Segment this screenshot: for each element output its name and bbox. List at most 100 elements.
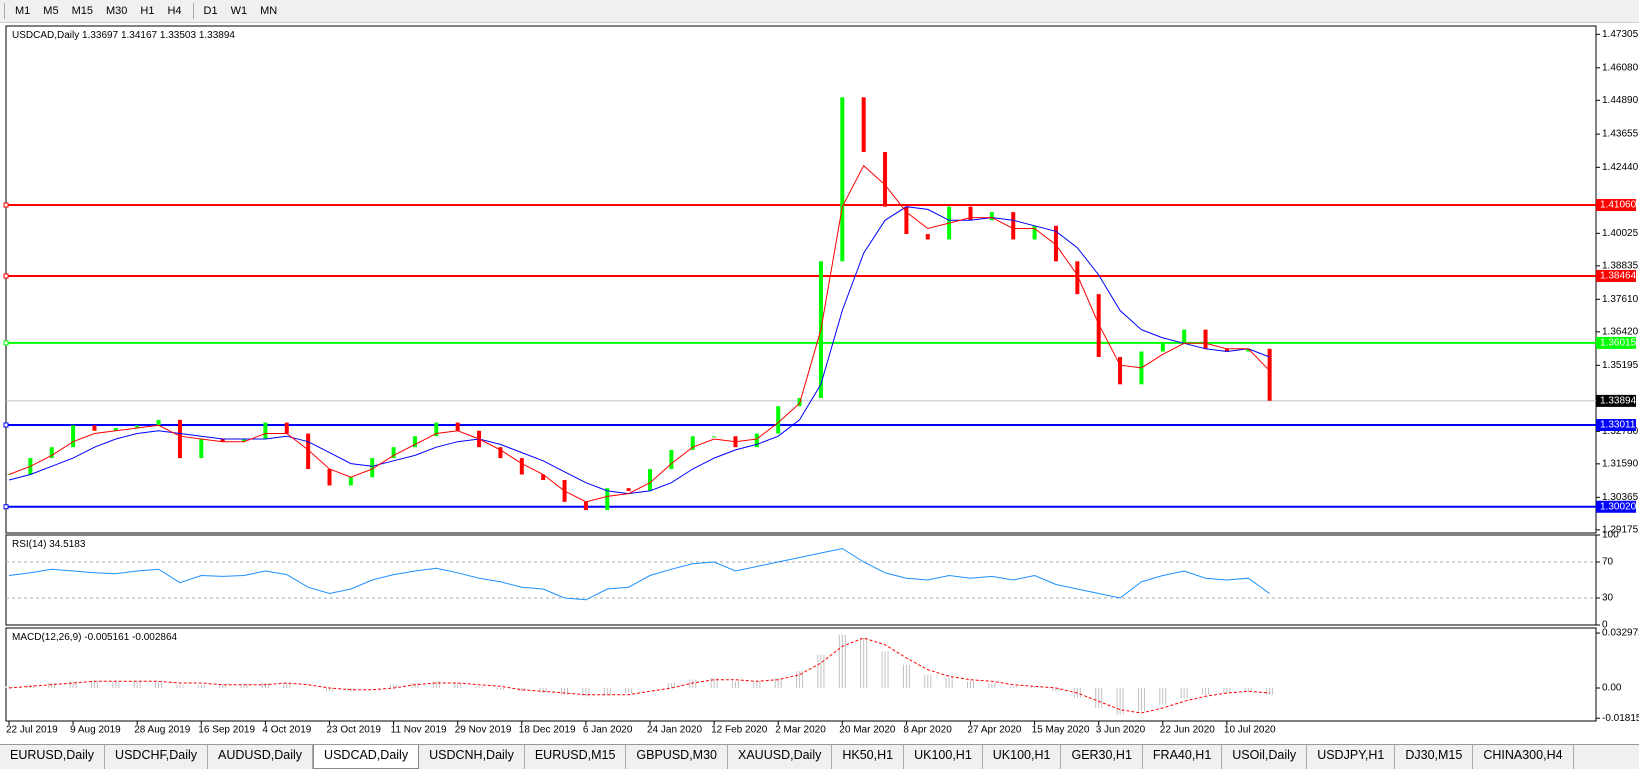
y-tick-label: 1.44890 (1602, 95, 1639, 106)
chart-tab[interactable]: GBPUSD,M30 (626, 745, 728, 769)
timeframe-button[interactable]: MN (260, 5, 278, 17)
legend-value: 1.33503 (160, 30, 197, 41)
y-tick-label: 0.032972 (1602, 628, 1639, 639)
candle (199, 438, 204, 459)
candle (1011, 212, 1016, 240)
x-tick-label: 2 Mar 2020 (775, 725, 826, 736)
candle (156, 419, 161, 426)
y-tick-label: -0.01815 (1602, 713, 1639, 724)
chart-tab[interactable]: HK50,H1 (832, 745, 905, 769)
candle (1182, 329, 1187, 344)
timeframe-button[interactable]: M5 (43, 5, 59, 17)
legend-value: -0.005161 (84, 632, 129, 643)
y-tick-label: 30 (1602, 593, 1614, 604)
x-tick-label: 20 Mar 2020 (839, 725, 896, 736)
chart-tab[interactable]: DJ30,M15 (1395, 745, 1474, 769)
chart-tab[interactable]: EURUSD,M15 (525, 745, 627, 769)
chart-tab[interactable]: CHINA300,H4 (1473, 745, 1574, 769)
candle (883, 151, 888, 207)
candle (989, 212, 994, 221)
x-tick-label: 18 Dec 2019 (519, 725, 576, 736)
candle (968, 206, 973, 221)
timeframe-button[interactable]: D1 (203, 5, 218, 17)
candle (1075, 261, 1080, 295)
y-tick-label: 1.40025 (1602, 228, 1639, 239)
legend-value: -0.002864 (132, 632, 177, 643)
candle (626, 488, 631, 491)
chart-tab[interactable]: UK100,H1 (904, 745, 983, 769)
chart-tab[interactable]: FRA40,H1 (1143, 745, 1223, 769)
timeframe-button[interactable]: M15 (71, 5, 93, 17)
chart-tab[interactable]: EURUSD,Daily (0, 745, 106, 769)
indicator-title: MACD(12,26,9) (12, 632, 81, 643)
candle (690, 436, 695, 450)
candle (348, 477, 353, 486)
current-price-box (1596, 394, 1636, 407)
candle (135, 425, 140, 429)
timeframe-button[interactable]: M30 (105, 5, 128, 17)
timeframe-button[interactable]: W1 (230, 5, 248, 17)
current-price-label: 1.33894 (1600, 396, 1637, 407)
chart-tab[interactable]: GER30,H1 (1061, 745, 1143, 769)
indicator-title: RSI(14) (12, 539, 46, 550)
y-tick-label: 1.31590 (1602, 458, 1639, 469)
candle (1267, 348, 1272, 401)
panel-frame (5, 534, 1597, 626)
timeframe-button[interactable]: H1 (140, 5, 155, 17)
indicator-legend: MACD(12,26,9) -0.005161 -0.002864 (12, 632, 178, 643)
y-tick-label: 100 (1602, 530, 1619, 541)
y-tick-label: 1.38835 (1602, 260, 1639, 271)
candle (648, 469, 652, 491)
x-tick-label: 23 Oct 2019 (327, 725, 382, 736)
candle (71, 425, 76, 448)
chart-tab[interactable]: USDCHF,Daily (105, 745, 208, 769)
timeframe-button[interactable]: M1 (15, 5, 31, 17)
candle (49, 447, 54, 459)
x-tick-label: 28 Aug 2019 (134, 725, 191, 736)
chart-tab[interactable]: AUDUSD,Daily (208, 745, 314, 769)
x-tick-label: 4 Oct 2019 (262, 725, 311, 736)
candle (263, 422, 268, 439)
indicator-title: USDCAD,Daily (12, 30, 79, 41)
legend-value: 1.33697 (82, 30, 119, 41)
chart-tab[interactable]: USDCNH,Daily (419, 745, 525, 769)
moving-average-fast (8, 164, 1270, 503)
y-tick-label: 0.00 (1602, 683, 1622, 694)
y-tick-label: 70 (1602, 557, 1614, 568)
candle (1224, 348, 1229, 352)
panel-frame (5, 627, 1597, 722)
y-tick-label: 1.37610 (1602, 294, 1639, 305)
candle (925, 233, 930, 240)
candle (284, 422, 289, 434)
x-tick-label: 8 Apr 2020 (903, 725, 952, 736)
level-handle (3, 504, 9, 510)
candle (306, 433, 311, 470)
x-tick-label: 10 Jul 2020 (1224, 725, 1276, 736)
chart-tab[interactable]: USDJPY,H1 (1307, 745, 1396, 769)
x-tick-label: 29 Nov 2019 (455, 725, 512, 736)
separator (4, 3, 5, 19)
candle (840, 97, 845, 262)
x-tick-label: 12 Feb 2020 (711, 725, 768, 736)
level-price-box (1596, 199, 1636, 212)
level-price-box (1596, 500, 1636, 513)
rsi-line (8, 547, 1270, 601)
chart-tab[interactable]: USOil,Daily (1222, 745, 1308, 769)
candle (1053, 225, 1058, 262)
level-handle (3, 202, 9, 208)
legend-value: 1.34167 (121, 30, 158, 41)
candle (776, 406, 781, 434)
legend-value: 34.5183 (49, 539, 86, 550)
chart-tab[interactable]: USDCAD,Daily (313, 745, 420, 769)
y-tick-label: 1.42440 (1602, 162, 1639, 173)
timeframe-button[interactable]: H4 (167, 5, 182, 17)
chart-tab[interactable]: XAUUSD,Daily (728, 745, 833, 769)
candle (220, 438, 225, 442)
chart-tab[interactable]: UK100,H1 (983, 745, 1062, 769)
candle (754, 433, 759, 448)
candle (1096, 294, 1101, 357)
candle (498, 447, 503, 459)
x-tick-label: 22 Jun 2020 (1160, 725, 1215, 736)
level-price-label: 1.41060 (1600, 200, 1637, 211)
y-tick-label: 1.46080 (1602, 62, 1639, 73)
